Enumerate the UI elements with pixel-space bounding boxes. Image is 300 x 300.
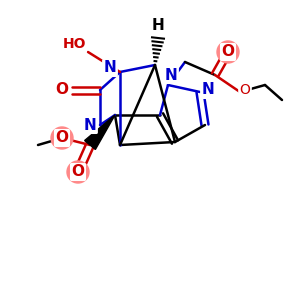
Circle shape	[217, 41, 239, 63]
Text: HO: HO	[62, 37, 86, 51]
Text: O: O	[240, 83, 250, 97]
Text: O: O	[56, 130, 68, 146]
Circle shape	[51, 127, 73, 149]
Text: N: N	[103, 61, 116, 76]
Text: O: O	[71, 164, 85, 179]
Polygon shape	[85, 115, 115, 149]
Text: O: O	[221, 44, 235, 59]
Circle shape	[67, 161, 89, 183]
Text: O: O	[56, 82, 68, 98]
Text: N: N	[84, 118, 96, 133]
Text: N: N	[202, 82, 214, 98]
Text: H: H	[152, 19, 164, 34]
Text: N: N	[165, 68, 177, 82]
